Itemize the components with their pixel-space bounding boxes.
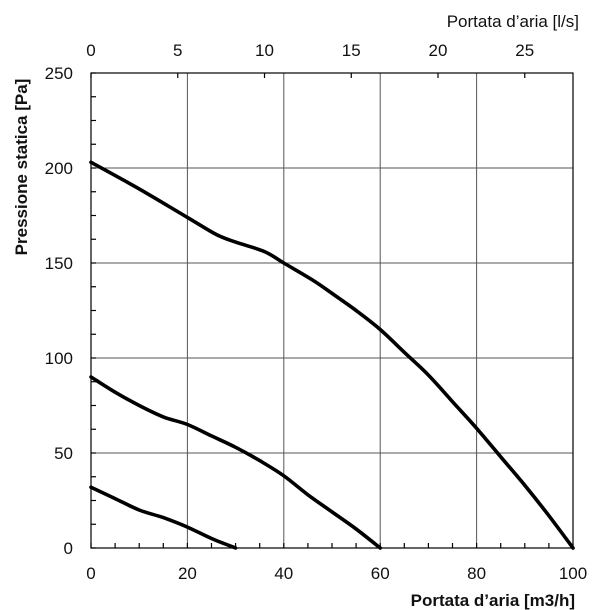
- y-tick-label-100: 100: [45, 349, 73, 368]
- minor-ticks: [90, 72, 574, 549]
- x2-tick-label-20: 20: [429, 41, 448, 60]
- x-tick-label-60: 60: [371, 564, 390, 583]
- y-axis-title: Pressione statica [Pa]: [12, 79, 31, 256]
- x2-tick-label-10: 10: [255, 41, 274, 60]
- x2-tick-labels: 0 5 10 15 20 25: [86, 41, 534, 60]
- curves: [89, 160, 575, 550]
- x2-tick-label-15: 15: [342, 41, 361, 60]
- plot-frame: [90, 72, 574, 549]
- x-tick-label-0: 0: [86, 564, 95, 583]
- x-tick-label-20: 20: [178, 564, 197, 583]
- y-tick-label-0: 0: [64, 539, 73, 558]
- x-tick-label-100: 100: [559, 564, 587, 583]
- y-tick-label-150: 150: [45, 254, 73, 273]
- fan-curve-1: [89, 160, 575, 550]
- y-tick-label-200: 200: [45, 159, 73, 178]
- x-tick-label-80: 80: [467, 564, 486, 583]
- fan-curve-3: [89, 485, 238, 550]
- x-tick-label-40: 40: [274, 564, 293, 583]
- x-axis-title: Portata d’aria [m3/h]: [411, 591, 575, 610]
- y-tick-label-250: 250: [45, 64, 73, 83]
- x-tick-labels: 0 20 40 60 80 100: [86, 564, 587, 583]
- fan-curve-2: [89, 375, 382, 550]
- x2-tick-label-5: 5: [173, 41, 182, 60]
- y-tick-label-50: 50: [54, 444, 73, 463]
- x2-tick-label-0: 0: [86, 41, 95, 60]
- x2-tick-label-25: 25: [515, 41, 534, 60]
- top-axis-title: Portata d’aria [l/s]: [447, 12, 579, 31]
- y-tick-labels: 0 50 100 150 200 250: [45, 64, 73, 558]
- grid: [91, 73, 573, 548]
